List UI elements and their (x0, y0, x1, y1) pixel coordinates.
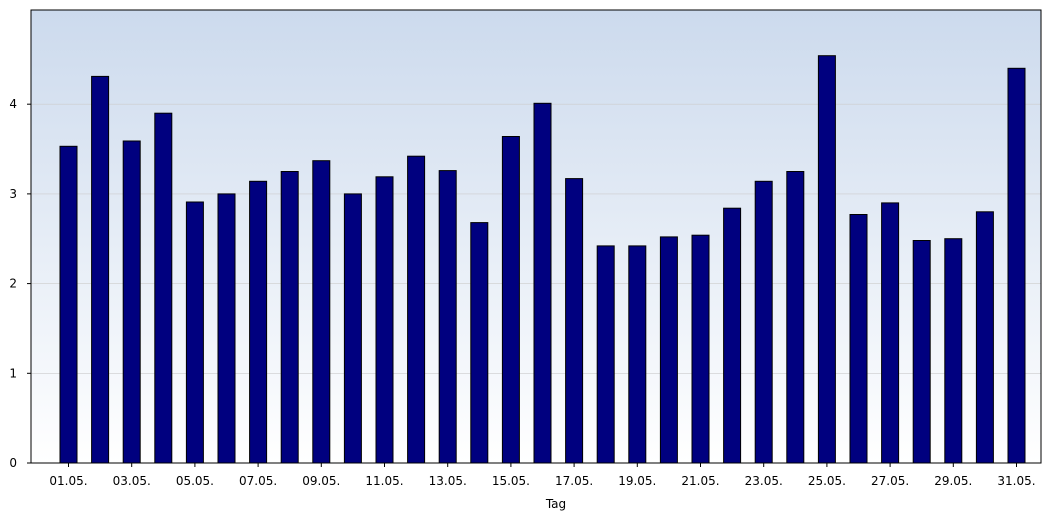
x-tick-label: 01.05. (49, 474, 87, 488)
x-tick-label: 19.05. (618, 474, 656, 488)
bar-24-05 (786, 171, 805, 464)
bar-21-05 (691, 234, 710, 464)
bar-23-05 (754, 180, 773, 464)
bar-20-05 (659, 236, 678, 464)
bar-15-05 (501, 136, 520, 464)
bar-25-05 (817, 55, 836, 464)
x-tick-label: 23.05. (745, 474, 783, 488)
y-tick-label: 0 (9, 456, 17, 470)
bar-04-05 (154, 112, 173, 464)
bar-05-05 (185, 201, 204, 464)
bar-30-05 (975, 211, 994, 464)
bar-07-05 (249, 180, 268, 464)
bar-27-05 (881, 202, 900, 464)
x-tick-label: 25.05. (808, 474, 846, 488)
bar-14-05 (470, 222, 489, 464)
bar-13-05 (438, 170, 457, 464)
x-tick-label: 07.05. (239, 474, 277, 488)
x-axis: 01.05. 03.05. 05.05. 07.05. 09.05. 11.05. 13.0… (49, 463, 1036, 488)
bar-16-05 (533, 102, 552, 464)
bar-26-05 (849, 214, 868, 464)
x-tick-label: 21.05. (681, 474, 719, 488)
y-tick-label: 2 (9, 277, 17, 291)
x-tick-label: 03.05. (113, 474, 151, 488)
x-tick-label: 13.05. (429, 474, 467, 488)
x-tick-label: 17.05. (555, 474, 593, 488)
y-tick-label: 1 (9, 366, 17, 380)
bar-29-05 (944, 238, 963, 464)
bar-22-05 (723, 207, 742, 464)
bars-group (59, 55, 1026, 464)
bar-10-05 (343, 193, 362, 464)
bar-02-05 (91, 75, 110, 464)
bar-28-05 (912, 240, 931, 464)
bar-31-05 (1007, 67, 1026, 464)
bar-12-05 (407, 155, 426, 464)
y-axis: 0 1 2 3 4 (9, 97, 31, 470)
bar-06-05 (217, 193, 236, 464)
bar-11-05 (375, 176, 394, 464)
bar-08-05 (280, 171, 299, 464)
bar-01-05 (59, 145, 78, 464)
x-tick-label: 11.05. (365, 474, 403, 488)
x-tick-label: 27.05. (871, 474, 909, 488)
x-tick-label: 05.05. (176, 474, 214, 488)
x-tick-label: 09.05. (302, 474, 340, 488)
x-tick-label: 15.05. (492, 474, 530, 488)
y-tick-label: 3 (9, 187, 17, 201)
x-tick-label: 29.05. (934, 474, 972, 488)
bar-03-05 (122, 140, 141, 464)
x-axis-title: Tag (545, 497, 566, 511)
y-tick-label: 4 (9, 97, 17, 111)
bar-09-05 (312, 160, 331, 464)
bar-18-05 (596, 245, 615, 464)
bar-19-05 (628, 245, 647, 464)
bar-17-05 (565, 178, 584, 464)
x-tick-label: 31.05. (997, 474, 1035, 488)
plot-frame (30, 9, 1042, 464)
